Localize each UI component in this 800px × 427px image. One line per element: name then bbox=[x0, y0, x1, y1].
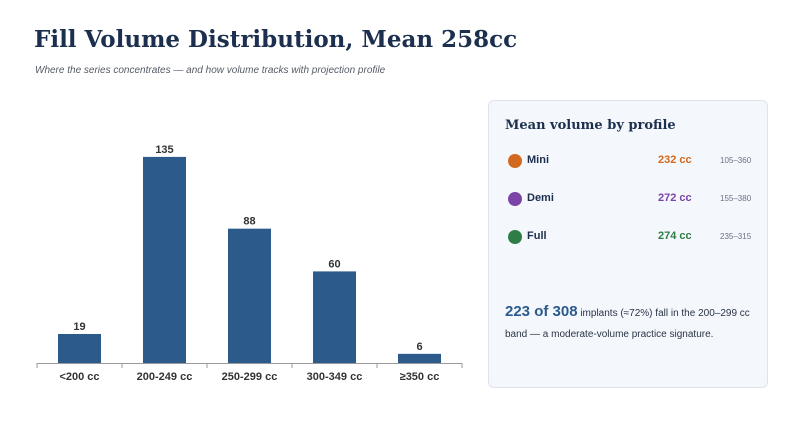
profile-summary-panel: Mean volume by profile Mini 232 cc 105–3… bbox=[488, 100, 768, 388]
summary-text: 223 of 308 implants (≈72%) fall in the 2… bbox=[505, 298, 755, 344]
x-tick-label: ≥350 cc bbox=[400, 371, 440, 383]
summary-body: implants (≈72%) fall in the 200–299 cc b… bbox=[505, 308, 750, 340]
bar bbox=[398, 353, 441, 363]
bar-value-label: 19 bbox=[73, 321, 85, 333]
profile-name: Mini bbox=[527, 154, 549, 166]
bar bbox=[58, 333, 101, 363]
panel-title: Mean volume by profile bbox=[505, 118, 676, 133]
mini-color-dot bbox=[508, 154, 522, 168]
profile-row-demi: Demi 272 cc 155–380 bbox=[489, 189, 767, 209]
x-tick-label: <200 cc bbox=[59, 371, 99, 383]
profile-mean: 232 cc bbox=[658, 154, 692, 166]
bar-value-label: 60 bbox=[328, 258, 340, 270]
profile-mean: 274 cc bbox=[658, 230, 692, 242]
volume-bar-chart: 19 <200 cc 135 200-249 cc 88 250-299 cc 60 300-… bbox=[36, 144, 463, 383]
bar bbox=[228, 228, 271, 363]
profile-mean: 272 cc bbox=[658, 192, 692, 204]
bar-value-label: 135 bbox=[155, 144, 173, 156]
profile-name: Demi bbox=[527, 192, 554, 204]
summary-highlight: 223 of 308 bbox=[505, 303, 578, 320]
bar-value-label: 88 bbox=[243, 216, 255, 228]
bar bbox=[143, 156, 186, 363]
page-title: Fill Volume Distribution, Mean 258cc bbox=[34, 26, 518, 53]
profile-range: 155–380 bbox=[720, 194, 752, 203]
full-color-dot bbox=[508, 230, 522, 244]
profile-name: Full bbox=[527, 230, 547, 242]
demi-color-dot bbox=[508, 192, 522, 206]
bar bbox=[313, 271, 356, 363]
x-tick-label: 300-349 cc bbox=[307, 371, 363, 383]
profile-range: 235–315 bbox=[720, 232, 752, 241]
x-tick-label: 200-249 cc bbox=[137, 371, 193, 383]
profile-row-full: Full 274 cc 235–315 bbox=[489, 227, 767, 247]
x-tick-label: 250-299 cc bbox=[222, 371, 278, 383]
page-subtitle: Where the series concentrates — and how … bbox=[35, 65, 386, 76]
profile-range: 105–360 bbox=[720, 156, 752, 165]
bar-value-label: 6 bbox=[416, 341, 422, 353]
profile-row-mini: Mini 232 cc 105–360 bbox=[489, 151, 767, 171]
